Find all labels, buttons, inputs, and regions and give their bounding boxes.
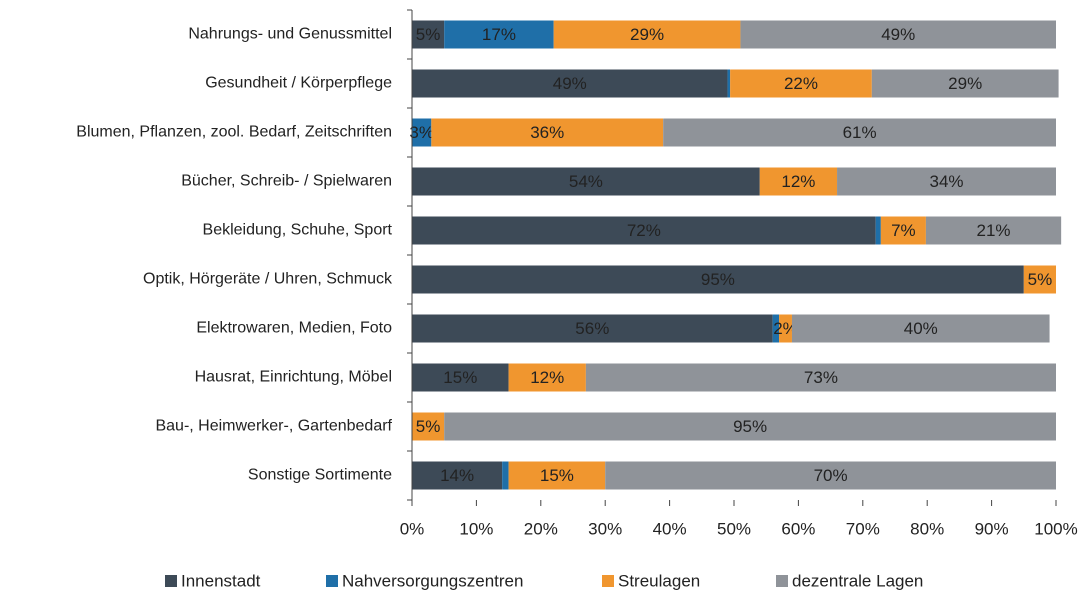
x-tick-label: 60% [781,519,815,538]
value-label: 2% [773,319,798,338]
bar-segment [875,216,881,245]
y-tick-label: Sonstige Sortimente [248,467,392,484]
value-label: 36% [530,123,564,142]
legend-swatch [326,575,338,587]
value-label: 29% [948,74,982,93]
x-tick-label: 50% [717,519,751,538]
value-label: 73% [804,368,838,387]
bar-segment [585,363,1056,392]
bar-segment [412,314,773,343]
value-label: 21% [977,221,1011,240]
bar-segment [740,20,1056,49]
value-label: 3% [409,123,434,142]
legend-swatch [776,575,788,587]
bar-segment [412,363,509,392]
bar-segment [1023,265,1056,294]
value-label: 7% [891,221,916,240]
value-label: 95% [733,417,767,436]
bar-segment [925,216,1062,245]
bar-segment [779,314,792,343]
value-label: 29% [630,25,664,44]
bar-segment [431,118,664,147]
legend-label: Streulagen [618,571,700,590]
value-label: 61% [843,123,877,142]
x-tick-label: 20% [524,519,558,538]
bar-segment [502,461,509,490]
value-label: 70% [814,466,848,485]
bar-segment [412,20,445,49]
value-label: 72% [627,221,661,240]
bar-segment [663,118,1056,147]
y-tick-label: Hausrat, Einrichtung, Möbel [195,369,392,386]
value-label: 12% [781,172,815,191]
bar-segment [791,314,1050,343]
bar-segment [444,20,554,49]
value-label: 56% [575,319,609,338]
bar-segment [508,461,606,490]
value-label: 14% [440,466,474,485]
value-label: 54% [569,172,603,191]
legend-label: Innenstadt [181,571,261,590]
value-label: 40% [904,319,938,338]
y-tick-label: Bekleidung, Schuhe, Sport [203,222,393,239]
bar-segment [880,216,926,245]
bar-segment [412,412,445,441]
x-tick-label: 90% [975,519,1009,538]
bar-segment [772,314,780,343]
bar-segment [444,412,1056,441]
value-label: 5% [416,417,441,436]
value-label: 49% [553,74,587,93]
x-tick-label: 40% [653,519,687,538]
y-tick-label: Blumen, Pflanzen, zool. Bedarf, Zeitschr… [76,124,392,141]
bar-segment [508,363,586,392]
y-tick-label: Bau-, Heimwerker-, Gartenbedarf [155,418,392,435]
bar-segment [412,118,432,147]
bar-segment [605,461,1056,490]
bar-segment [730,69,872,98]
legend-label: dezentrale Lagen [792,571,923,590]
value-label: 15% [540,466,574,485]
value-label: 49% [881,25,915,44]
y-tick-label: Optik, Hörgeräte / Uhren, Schmuck [143,271,393,288]
bar-segment [412,265,1024,294]
bar-segment [759,167,838,196]
bar-segment [412,461,503,490]
bar-segment [727,69,731,98]
x-tick-label: 30% [588,519,622,538]
x-tick-label: 10% [459,519,493,538]
bar-segment [412,167,760,196]
y-tick-label: Elektrowaren, Medien, Foto [196,320,392,337]
value-label: 95% [701,270,735,289]
value-label: 17% [482,25,516,44]
x-tick-label: 100% [1034,519,1077,538]
value-label: 5% [1028,270,1053,289]
bar-segment [837,167,1056,196]
legend-swatch [165,575,177,587]
y-tick-label: Gesundheit / Körperpflege [205,75,392,92]
x-tick-label: 80% [910,519,944,538]
value-label: 34% [930,172,964,191]
bar-segment [412,69,728,98]
value-label: 22% [784,74,818,93]
legend-swatch [602,575,614,587]
bar-segment [553,20,741,49]
bar-segment [412,216,876,245]
value-label: 12% [530,368,564,387]
x-tick-label: 70% [846,519,880,538]
value-label: 5% [416,25,441,44]
value-label: 15% [443,368,477,387]
y-tick-label: Nahrungs- und Genussmittel [188,26,392,43]
x-tick-label: 0% [400,519,425,538]
y-tick-label: Bücher, Schreib- / Spielwaren [181,173,392,190]
bar-segment [871,69,1059,98]
legend-label: Nahversorgungszentren [342,571,523,590]
